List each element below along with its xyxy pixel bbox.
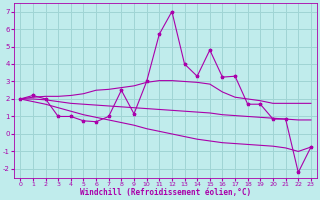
X-axis label: Windchill (Refroidissement éolien,°C): Windchill (Refroidissement éolien,°C) <box>80 188 251 197</box>
